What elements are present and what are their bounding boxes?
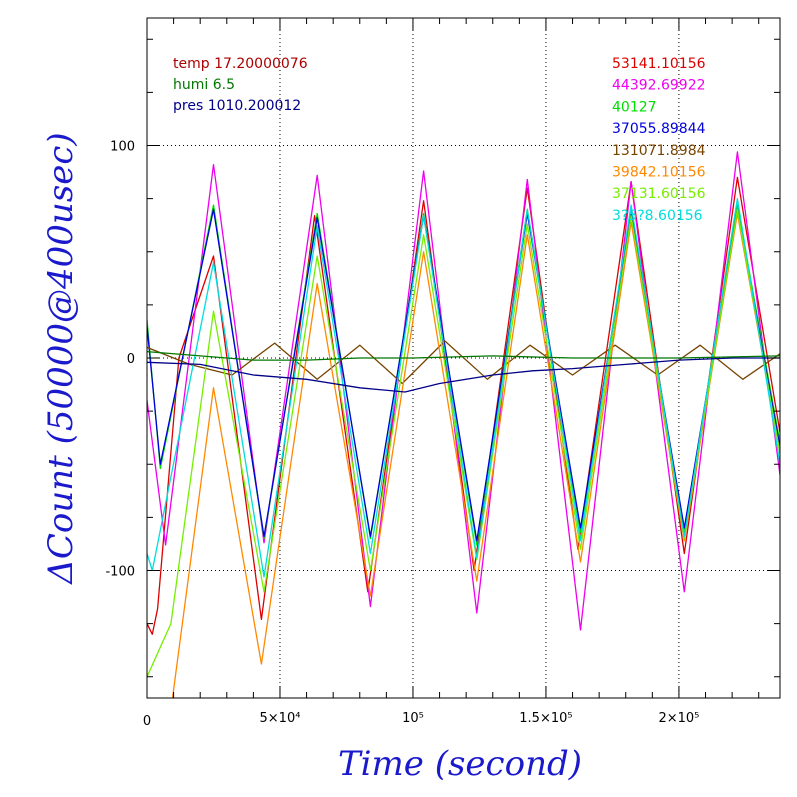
environment-label: humi 6.5	[173, 77, 235, 93]
legend-entry: 3?5?8.60156	[612, 208, 703, 224]
y-tick-label: 0	[127, 352, 135, 367]
legend-entry: 40127	[612, 99, 657, 115]
environment-label: pres 1010.200012	[173, 98, 301, 114]
legend-entry: 37131.60156	[612, 186, 706, 202]
series-group	[147, 151, 780, 698]
environment-info: temp 17.20000076 humi 6.5 pres 1010.200012	[173, 56, 308, 114]
legend-entry: 39842.10156	[612, 165, 706, 181]
x-tick-label: 0	[143, 714, 151, 729]
environment-label: temp 17.20000076	[173, 56, 308, 72]
series-line	[147, 197, 780, 578]
series-line	[147, 176, 780, 635]
tick-labels: 0 5×10⁴ 10⁵ 1.5×10⁵ 2×10⁵ 100 0 -100	[105, 140, 699, 730]
y-axis-title: ΔCount (50000@400usec)	[41, 132, 81, 585]
legend-entry: 53141.10156	[612, 56, 706, 72]
y-tick-label: 100	[110, 140, 135, 155]
x-tick-label: 10⁵	[402, 711, 424, 726]
legend-entry: 131071.8984	[612, 143, 706, 159]
legend: 53141.10156 44392.69922 40127 37055.89844 13…	[612, 56, 706, 224]
x-axis-title: Time (second)	[338, 744, 582, 784]
x-tick-label: 1.5×10⁵	[519, 711, 572, 726]
series-line	[147, 350, 780, 361]
legend-entry: 37055.89844	[612, 121, 706, 137]
x-tick-label: 5×10⁴	[260, 711, 301, 726]
series-line	[147, 151, 780, 631]
legend-entry: 44392.69922	[612, 78, 706, 94]
y-tick-label: -100	[105, 565, 135, 580]
x-tick-label: 2×10⁵	[658, 711, 699, 726]
series-line	[147, 208, 780, 542]
tick-marks	[147, 18, 780, 698]
plot-frame	[146, 17, 781, 699]
series-line	[147, 357, 780, 393]
